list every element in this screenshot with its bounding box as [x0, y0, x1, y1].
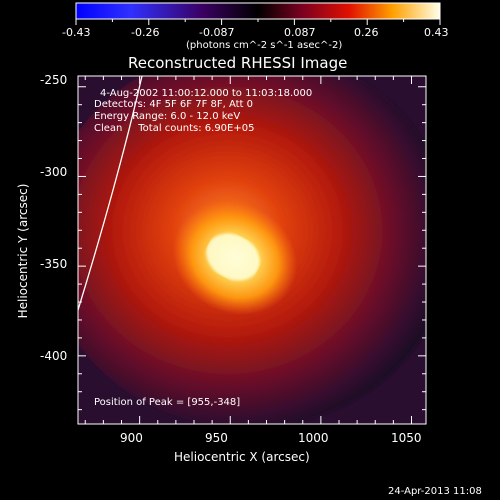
info-line: Energy Range: 6.0 - 12.0 keV: [94, 111, 241, 122]
y-tick-label: -350: [40, 257, 68, 271]
x-tick-label: 1050: [391, 431, 422, 445]
info-line: Clean Total counts: 6.90E+05: [94, 123, 255, 134]
peak-position-text: Position of Peak = [955,-348]: [94, 397, 241, 408]
x-axis-label: Heliocentric X (arcsec): [174, 450, 310, 464]
cb-tick-label: -0.43: [62, 26, 91, 39]
y-tick-label: -300: [40, 165, 68, 179]
colorbar-unit-label: (photons cm^-2 s^-1 asec^-2): [186, 40, 343, 51]
info-line: Detectors: 4F 5F 6F 7F 8F, Att 0: [94, 99, 254, 110]
solar-limb-line: [78, 76, 143, 311]
cb-tick-label: -0.087: [199, 26, 235, 39]
cb-tick-label: -0.26: [131, 26, 160, 39]
cb-tick-label: 0.087: [284, 26, 316, 39]
cb-tick-label: 0.26: [354, 26, 379, 39]
y-tick-label: -400: [40, 349, 68, 363]
plot-title: Reconstructed RHESSI Image: [128, 54, 348, 72]
info-line: 4-Aug-2002 11:00:12.000 to 11:03:18.000: [100, 88, 313, 99]
x-tick-label: 1000: [298, 431, 329, 445]
plot-frame: [77, 75, 427, 425]
footer-date: 24-Apr-2013 11:08: [388, 486, 482, 497]
colorbar: [75, 2, 441, 20]
y-tick-label: -250: [40, 73, 68, 87]
x-tick-label: 950: [205, 431, 228, 445]
x-tick-label: 900: [120, 431, 143, 445]
axis-ticks: [78, 76, 426, 424]
cb-tick-label: 0.43: [424, 26, 449, 39]
solar-image: [78, 76, 426, 424]
colorbar-ticks: [75, 19, 441, 25]
y-axis-label: Heliocentric Y (arcsec): [16, 183, 30, 319]
